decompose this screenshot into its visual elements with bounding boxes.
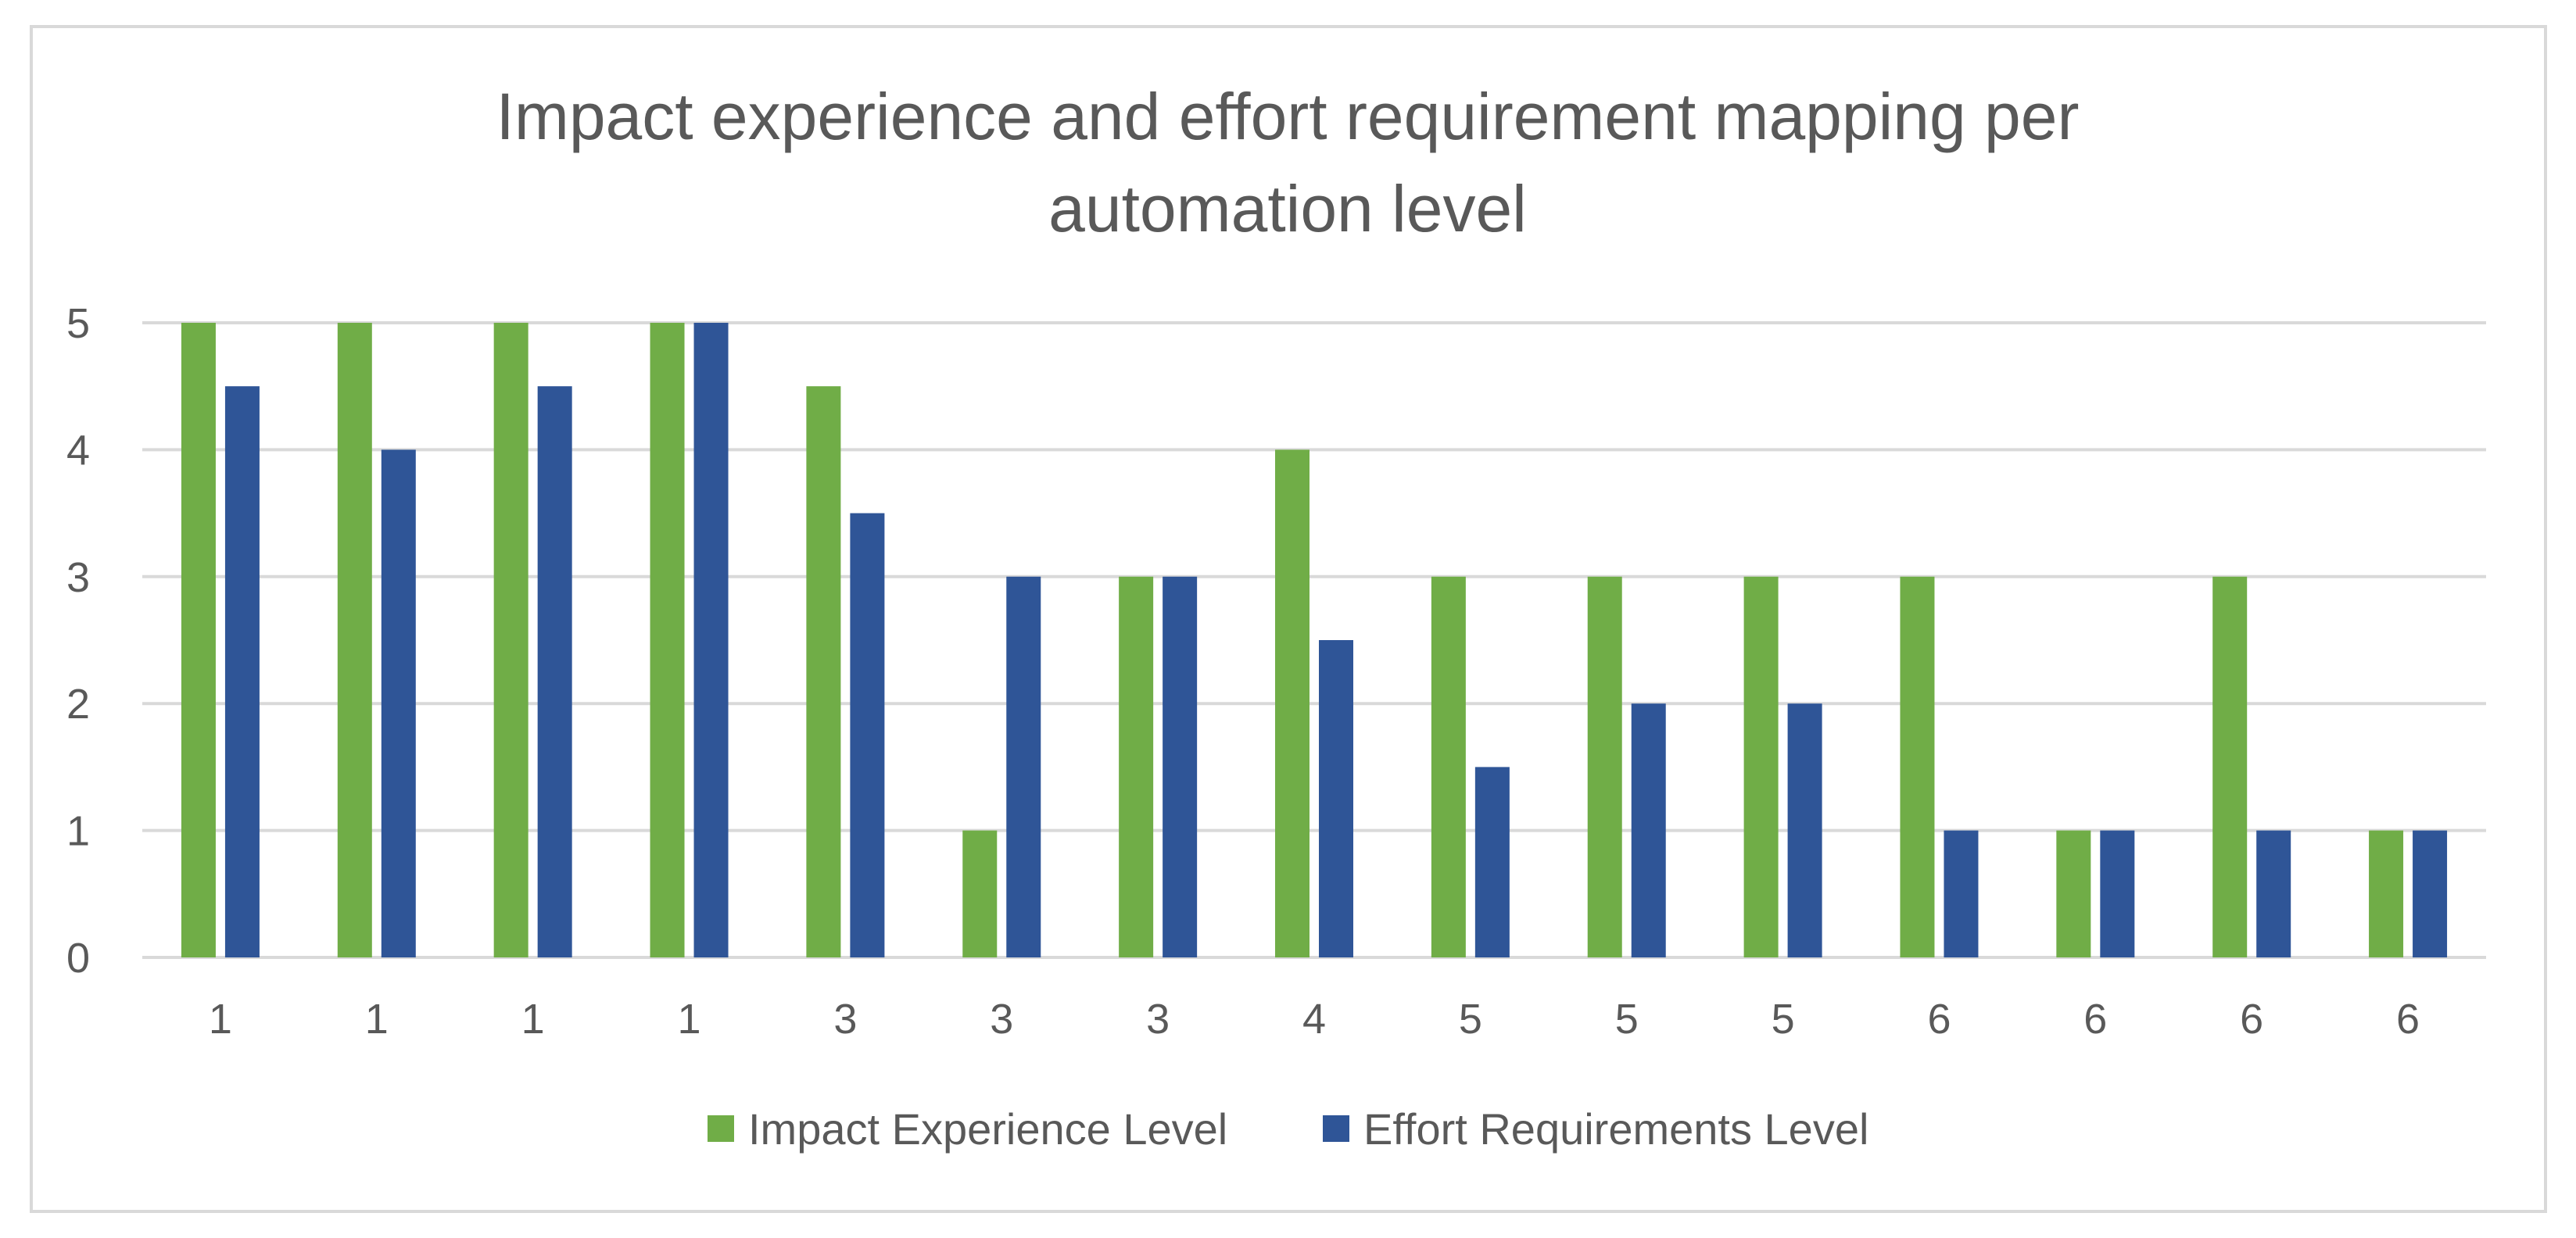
effort-requirements-bar: [537, 386, 572, 957]
x-tick-label: 5: [1772, 996, 1795, 1043]
x-tick-label: 6: [1927, 996, 1951, 1043]
x-tick-label: 5: [1459, 996, 1482, 1043]
x-tick-label: 1: [521, 996, 545, 1043]
legend-label-effort-requirements: Effort Requirements Level: [1363, 1104, 1868, 1154]
effort-requirements-bar: [224, 386, 260, 957]
effort-requirements-bar: [850, 513, 885, 957]
bars: [181, 323, 2448, 957]
impact-experience-bar: [1900, 576, 1935, 957]
effort-requirements-bar: [1631, 703, 1666, 957]
y-tick-label: 3: [66, 554, 90, 601]
effort-requirements-bar: [2413, 830, 2448, 957]
impact-experience-bar: [650, 323, 685, 957]
impact-experience-bar: [1119, 576, 1154, 957]
legend-label-impact-experience: Impact Experience Level: [748, 1104, 1227, 1154]
impact-experience-bar: [2056, 830, 2091, 957]
y-tick-label: 1: [66, 808, 90, 855]
y-tick-label: 5: [66, 300, 90, 347]
impact-experience-bar: [962, 830, 998, 957]
impact-experience-bar: [2369, 830, 2404, 957]
effort-requirements-bar: [1944, 830, 1979, 957]
legend-swatch-effort-requirements: [1323, 1115, 1349, 1142]
impact-experience-bar: [181, 323, 216, 957]
x-tick-label: 5: [1615, 996, 1639, 1043]
x-tick-label: 1: [209, 996, 232, 1043]
y-tick-label: 2: [66, 681, 90, 728]
effort-requirements-bar: [2256, 830, 2291, 957]
impact-experience-bar: [1275, 449, 1309, 957]
x-tick-label: 1: [678, 996, 701, 1043]
impact-experience-bar: [1743, 576, 1779, 957]
y-tick-label: 4: [66, 427, 90, 474]
effort-requirements-bar: [1474, 767, 1510, 957]
effort-requirements-bar: [693, 323, 729, 957]
effort-requirements-bar: [2100, 830, 2135, 957]
impact-experience-bar: [2212, 576, 2248, 957]
x-tick-label: 6: [2240, 996, 2263, 1043]
impact-experience-bar: [337, 323, 372, 957]
effort-requirements-bar: [1319, 640, 1353, 957]
impact-experience-bar: [806, 386, 841, 957]
effort-requirements-bar: [381, 449, 416, 957]
y-axis-tick-labels: 0 1 2 3 4 5: [66, 300, 90, 982]
impact-experience-bar: [493, 323, 528, 957]
chart-title-line-1: Impact experience and effort requirement…: [496, 80, 2080, 153]
effort-requirements-bar: [1787, 703, 1822, 957]
y-gridlines: [142, 321, 2486, 959]
x-axis-tick-labels: 1 1 1 1 3 3 3 4 5 5 5 6 6 6 6: [209, 996, 2420, 1043]
x-tick-label: 3: [833, 996, 857, 1043]
x-tick-label: 3: [990, 996, 1013, 1043]
chart-title: Impact experience and effort requirement…: [496, 80, 2080, 245]
y-tick-label: 0: [66, 935, 90, 982]
effort-requirements-bar: [1006, 576, 1041, 957]
x-tick-label: 4: [1302, 996, 1326, 1043]
x-tick-label: 6: [2083, 996, 2107, 1043]
x-tick-label: 3: [1146, 996, 1170, 1043]
legend-swatch-impact-experience: [708, 1115, 734, 1142]
x-tick-label: 1: [365, 996, 389, 1043]
impact-experience-bar: [1587, 576, 1622, 957]
x-tick-label: 6: [2396, 996, 2420, 1043]
legend: Impact Experience Level Effort Requiremen…: [708, 1104, 1868, 1154]
impact-experience-bar: [1431, 576, 1466, 957]
chart-title-line-2: automation level: [1048, 172, 1527, 245]
effort-requirements-bar: [1163, 576, 1198, 957]
